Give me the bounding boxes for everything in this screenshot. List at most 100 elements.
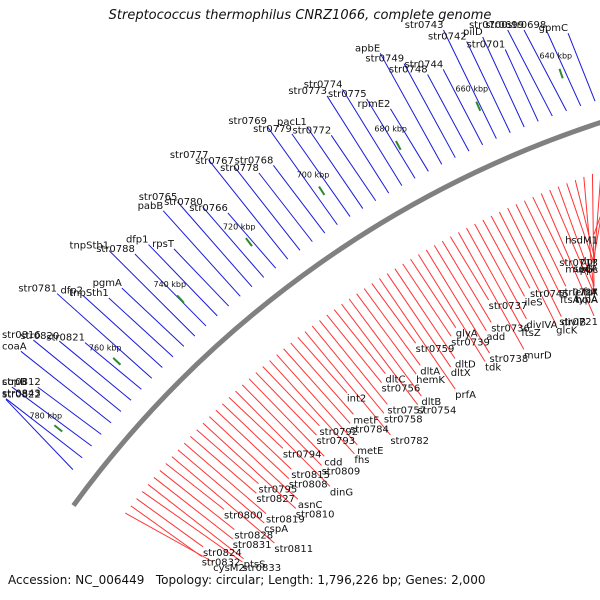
connector-line <box>593 178 600 265</box>
gene-label: str0736 <box>491 324 530 335</box>
gene-label: str0815 <box>291 470 330 481</box>
gene-label: gpmC <box>539 23 568 34</box>
gene-label: str0743 <box>405 20 444 31</box>
gene-label: str0768 <box>235 155 274 166</box>
connector-line <box>466 41 511 133</box>
connector-line <box>209 416 299 500</box>
gene-label: ppc <box>580 265 598 276</box>
connector-line <box>84 342 142 390</box>
connector-line <box>356 293 417 375</box>
gene-label: str0794 <box>283 449 322 460</box>
connector-line <box>37 386 102 435</box>
gene-label: coaA <box>2 341 27 352</box>
kbp-tick-label: 780 kbp <box>30 411 63 420</box>
gene-label: str0819 <box>266 515 305 526</box>
gene-label: str0788 <box>96 244 135 255</box>
connector-line <box>304 331 391 436</box>
gene-label: str0739 <box>451 337 490 348</box>
kbp-tick-mark <box>318 186 326 196</box>
gene-label: str0828 <box>234 530 273 541</box>
kbp-tick-label: 680 kbp <box>374 124 407 133</box>
gene-label: str0811 <box>274 544 313 555</box>
gene-label: murD <box>524 350 552 361</box>
gene-label: str0810 <box>296 509 335 520</box>
gene-label: str0784 <box>350 424 389 435</box>
gene-label: rpsT <box>152 239 175 250</box>
gene-label: str0809 <box>322 466 361 477</box>
gene-label: str0792 <box>319 427 358 438</box>
connector-line <box>507 207 562 317</box>
gene-label: add <box>486 332 505 343</box>
gene-label: str0777 <box>170 150 209 161</box>
gene-label: str0821 <box>46 333 85 344</box>
gene-label: str0698 <box>508 20 547 31</box>
connector-line <box>366 98 416 179</box>
gene-label: copB <box>2 377 27 388</box>
map-title: Streptococcus thermophilus CNRZ1066, com… <box>108 8 492 23</box>
connector-line <box>56 293 153 379</box>
gene-label: ptsS <box>244 560 266 571</box>
gene-label: metF <box>353 415 379 426</box>
connector-line <box>306 126 364 209</box>
connector-line <box>130 505 202 557</box>
gene-label: str0822 <box>2 390 41 401</box>
gene-label: metE <box>357 446 383 457</box>
connector-line <box>342 89 403 186</box>
gene-label: tdk <box>485 363 501 374</box>
gene-label: dltD <box>455 360 476 371</box>
connector-line <box>147 484 244 560</box>
connector-line <box>557 186 595 286</box>
connector-line <box>202 422 297 509</box>
connector-line <box>136 498 204 548</box>
gene-label: holA <box>576 295 598 306</box>
connector-line <box>379 53 443 165</box>
gene-label: lemA <box>572 288 598 299</box>
gene-label: glyA <box>456 329 478 340</box>
gene-label: str0767 <box>195 156 234 167</box>
gene-label: cspA <box>264 524 288 535</box>
gene-label: str0781 <box>18 284 57 295</box>
gene-label: divIVA <box>526 320 557 331</box>
connector-line <box>141 491 243 563</box>
kbp-tick-label: 640 kbp <box>540 51 573 60</box>
connector-line <box>311 325 385 414</box>
gene-label: str0769 <box>228 116 267 127</box>
gene-label: str0820 <box>21 331 60 342</box>
gene-label: str0701 <box>467 39 506 50</box>
gene-label: divIB <box>561 318 586 329</box>
gene-label: str0833 <box>242 563 281 574</box>
connector-line <box>235 390 331 487</box>
connector-line <box>532 196 566 264</box>
connector-line <box>504 49 539 122</box>
kbp-ticks: 640 kbp 660 kbp 680 kbp 700 kbp 720 kbp 740 k… <box>30 51 573 433</box>
connector-line <box>427 74 470 152</box>
connector-line <box>417 254 486 362</box>
connector-line <box>291 133 351 217</box>
accession-text: Accession: NC_006449 <box>8 573 145 587</box>
connector-line <box>58 340 132 401</box>
gene-label: str0721 <box>559 317 598 328</box>
gene-label: dltA <box>420 366 440 377</box>
gene-label: str0738 <box>490 354 529 365</box>
kbp-tick-label: 660 kbp <box>456 85 489 94</box>
gene-label: ftsA <box>560 295 579 306</box>
connector-line <box>371 283 417 344</box>
connector-line <box>442 69 484 146</box>
connector-line <box>215 409 290 479</box>
connector-line <box>443 29 497 139</box>
gene-label: int2 <box>347 394 366 405</box>
gene-label: str0757 <box>387 405 426 416</box>
connector-line <box>403 63 456 158</box>
connector-line <box>549 189 595 294</box>
connector-line <box>11 386 92 447</box>
connector-line <box>162 210 241 297</box>
gene-label: dltC <box>385 375 405 386</box>
connector-line <box>272 164 326 234</box>
gene-label: cysM2 <box>213 563 245 574</box>
gene-label: dfp2 <box>60 286 83 297</box>
gene-label: str0758 <box>384 414 423 425</box>
gene-label: fhs <box>354 455 369 466</box>
gene-label: pgmA <box>93 278 122 289</box>
connector-line <box>108 250 196 337</box>
